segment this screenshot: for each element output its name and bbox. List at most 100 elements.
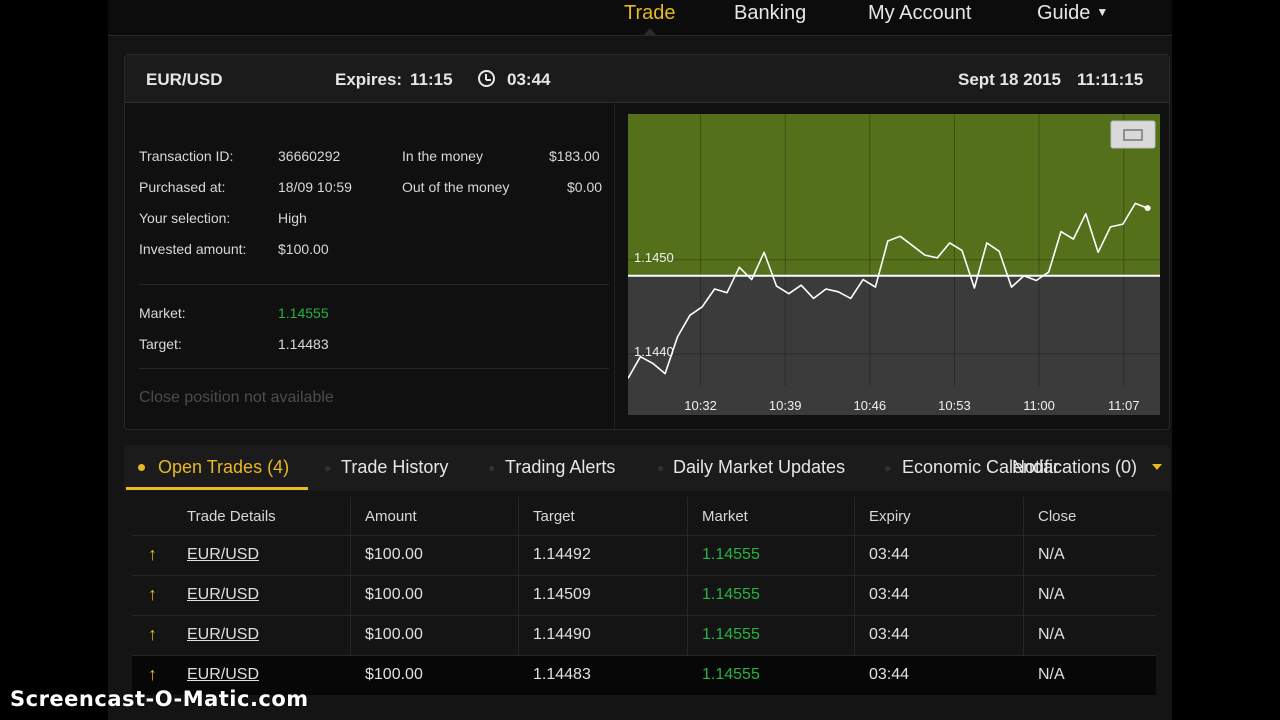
price-chart: 10:32 10:39 10:46 10:53 11:00 11:07 1.1450 1.14… — [628, 114, 1160, 415]
countdown: 03:44 — [507, 70, 551, 89]
pair-title: EUR/USD — [146, 70, 223, 89]
trade-market: 1.14555 — [702, 546, 760, 563]
tab-separator: ● — [324, 461, 332, 475]
trade-amount: $100.00 — [365, 586, 423, 603]
market-label: Market: — [139, 305, 186, 321]
table-row[interactable]: ↑ EUR/USD $100.00 1.14490 1.14555 03:44 … — [132, 615, 1156, 655]
trade-close: N/A — [1038, 546, 1065, 563]
y-tick-label: 1.1450 — [634, 250, 674, 265]
purchased-at-value: 18/09 10:59 — [278, 179, 352, 195]
target-label: Target: — [139, 336, 182, 352]
arrow-up-icon: ↑ — [148, 584, 157, 604]
chart-in-money-zone — [628, 114, 1160, 276]
panel-divider — [614, 103, 615, 429]
in-money-value: $183.00 — [549, 148, 600, 164]
x-tick-label: 10:39 — [769, 398, 802, 413]
trade-target: 1.14492 — [533, 546, 591, 563]
active-nav-pointer — [643, 28, 657, 36]
trade-target: 1.14509 — [533, 586, 591, 603]
x-tick-label: 11:00 — [1023, 398, 1055, 413]
x-tick-label: 11:07 — [1108, 398, 1140, 413]
chevron-down-icon[interactable] — [1152, 464, 1162, 470]
column-divider — [854, 497, 855, 693]
trade-market: 1.14555 — [702, 626, 760, 643]
out-money-value: $0.00 — [567, 179, 603, 195]
tab-trading-alerts[interactable]: Trading Alerts — [505, 457, 616, 477]
market-value: 1.14555 — [278, 305, 329, 321]
top-nav: Trade Banking My Account Guide ▼ — [108, 0, 1172, 36]
info-divider-2 — [139, 368, 609, 369]
chevron-down-icon: ▼ — [1096, 5, 1109, 19]
selection-value: High — [278, 210, 307, 226]
tab-separator: ● — [657, 461, 665, 475]
col-amount: Amount — [365, 508, 417, 525]
chart-toggle-icon — [1123, 129, 1143, 141]
tab-separator: ● — [488, 461, 496, 475]
arrow-up-icon: ↑ — [148, 664, 157, 684]
nav-my-account[interactable]: My Account — [868, 2, 972, 24]
trade-pair-link[interactable]: EUR/USD — [187, 546, 260, 563]
tab-separator: ● — [884, 461, 892, 475]
col-close: Close — [1038, 508, 1077, 525]
trade-pair-link[interactable]: EUR/USD — [187, 586, 260, 603]
table-header: Trade Details Amount Target Market Expir… — [132, 497, 1156, 535]
trade-expiry: 03:44 — [869, 586, 910, 603]
trade-close: N/A — [1038, 666, 1065, 683]
x-tick-label: 10:32 — [684, 398, 717, 413]
trade-amount: $100.00 — [365, 546, 423, 563]
trade-amount: $100.00 — [365, 626, 423, 643]
trade-amount: $100.00 — [365, 666, 423, 683]
trade-close: N/A — [1038, 626, 1065, 643]
chart-toggle-button[interactable] — [1110, 120, 1156, 149]
trade-market: 1.14555 — [702, 666, 760, 683]
column-divider — [518, 497, 519, 693]
trade-target: 1.14483 — [533, 666, 591, 683]
invested-value: $100.00 — [278, 241, 329, 257]
nav-trade[interactable]: Trade — [624, 2, 676, 24]
column-divider — [350, 497, 351, 693]
x-tick-label: 10:46 — [854, 398, 887, 413]
watermark: Screencast-O-Matic.com — [10, 687, 309, 711]
col-market: Market — [702, 508, 748, 525]
tab-economic-calendar[interactable]: Economic Calendar — [902, 457, 1060, 477]
column-divider — [687, 497, 688, 693]
tab-trade-history[interactable]: Trade History — [341, 457, 449, 477]
table-row[interactable]: ↑ EUR/USD $100.00 1.14483 1.14555 03:44 … — [132, 655, 1156, 695]
active-tab-dot-icon — [138, 464, 145, 471]
in-money-label: In the money — [402, 148, 483, 164]
tab-notifications[interactable]: Notifications (0) — [1012, 457, 1138, 477]
out-money-label: Out of the money — [402, 179, 510, 195]
transaction-id-value: 36660292 — [278, 148, 341, 164]
trade-pair-link[interactable]: EUR/USD — [187, 666, 260, 683]
close-position-note: Close position not available — [139, 389, 334, 406]
info-divider — [139, 284, 609, 285]
trades-tabs: Open Trades (4) ● Trade History ● Tradin… — [124, 445, 1170, 491]
selection-label: Your selection: — [139, 210, 231, 226]
invested-label: Invested amount: — [139, 241, 247, 257]
trade-close: N/A — [1038, 586, 1065, 603]
table-row[interactable]: ↑ EUR/USD $100.00 1.14509 1.14555 03:44 … — [132, 575, 1156, 615]
nav-guide[interactable]: Guide ▼ — [1037, 2, 1108, 25]
trade-pair-link[interactable]: EUR/USD — [187, 626, 260, 643]
col-target: Target — [533, 508, 575, 525]
active-tab-underline — [126, 487, 308, 490]
table-row[interactable]: ↑ EUR/USD $100.00 1.14492 1.14555 03:44 … — [132, 535, 1156, 575]
trade-panel: EUR/USD Expires: 11:15 03:44 Sept 18 201… — [124, 54, 1170, 430]
nav-guide-label: Guide — [1037, 2, 1091, 24]
x-tick-label: 10:53 — [938, 398, 971, 413]
tab-open-trades[interactable]: Open Trades (4) — [158, 457, 290, 477]
chart-out-money-zone — [628, 275, 1160, 415]
column-divider — [1023, 497, 1024, 693]
nav-banking[interactable]: Banking — [734, 2, 807, 24]
y-tick-label: 1.1440 — [634, 344, 674, 359]
price-line — [628, 202, 1148, 379]
tab-daily-market-updates[interactable]: Daily Market Updates — [673, 457, 846, 477]
current-price-point — [1144, 205, 1151, 212]
arrow-up-icon: ↑ — [148, 624, 157, 644]
trade-expiry: 03:44 — [869, 546, 910, 563]
purchased-at-label: Purchased at: — [139, 179, 226, 195]
trade-target: 1.14490 — [533, 626, 591, 643]
expires-label: Expires: — [335, 70, 403, 89]
arrow-up-icon: ↑ — [148, 544, 157, 564]
transaction-id-label: Transaction ID: — [139, 148, 234, 164]
